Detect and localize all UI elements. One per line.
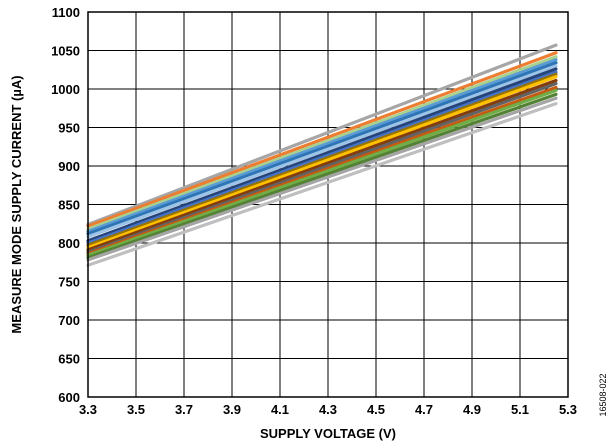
- series-line-2: [86, 51, 558, 228]
- series-line-4: [86, 58, 558, 233]
- series-line-12: [86, 81, 558, 254]
- y-tick-label: 1050: [51, 44, 80, 59]
- y-tick-label: 700: [58, 313, 80, 328]
- x-tick-label: 3.9: [223, 402, 241, 417]
- x-tick-label: 4.3: [319, 402, 337, 417]
- y-tick-label: 950: [58, 121, 80, 136]
- series-line-7: [86, 67, 558, 243]
- series-line-3: [86, 55, 558, 231]
- x-tick-label: 4.5: [367, 402, 385, 417]
- y-tick-label: 600: [58, 390, 80, 405]
- series-layer: [86, 43, 558, 267]
- series-line-17: [86, 101, 558, 267]
- series-line-9: [86, 72, 558, 247]
- series-line-16: [86, 96, 558, 262]
- series-line-10: [86, 75, 558, 250]
- series-line-11: [86, 78, 558, 252]
- y-tick-labels: 600 650 700 750 800 850 900 950 1000 1050 1100: [51, 5, 80, 405]
- x-tick-labels: 3.3 3.5 3.7 3.9 4.1 4.3 4.5 4.7 4.9 5.1 5.3: [79, 402, 577, 417]
- x-tick-label: 4.7: [415, 402, 433, 417]
- y-tick-label: 1100: [52, 5, 80, 20]
- series-line-8: [86, 70, 558, 245]
- y-tick-label: 800: [58, 236, 80, 251]
- y-tick-label: 850: [58, 198, 80, 213]
- y-tick-label: 900: [58, 159, 80, 174]
- series-line-15: [86, 92, 558, 260]
- y-tick-label: 650: [58, 352, 80, 367]
- x-tick-label: 5.1: [511, 402, 529, 417]
- x-tick-label: 3.7: [175, 402, 193, 417]
- series-line-5: [86, 61, 558, 236]
- y-axis-label: MEASURE MODE SUPPLY CURRENT (µA): [9, 75, 24, 333]
- x-tick-label: 4.1: [271, 402, 289, 417]
- series-line-1: [86, 43, 558, 227]
- x-tick-label: 5.3: [559, 402, 577, 417]
- x-tick-label: 3.3: [79, 402, 97, 417]
- series-line-13: [86, 85, 558, 256]
- x-tick-label: 3.5: [127, 402, 145, 417]
- plot-frame: [87, 11, 569, 398]
- y-tick-label: 750: [58, 275, 80, 290]
- figure-id: 16508-022: [598, 373, 608, 416]
- x-axis-label: SUPPLY VOLTAGE (V): [260, 426, 396, 441]
- x-tick-label: 4.9: [463, 402, 481, 417]
- series-line-14: [86, 88, 558, 257]
- y-tick-label: 1000: [51, 82, 80, 97]
- series-line-6: [86, 64, 558, 239]
